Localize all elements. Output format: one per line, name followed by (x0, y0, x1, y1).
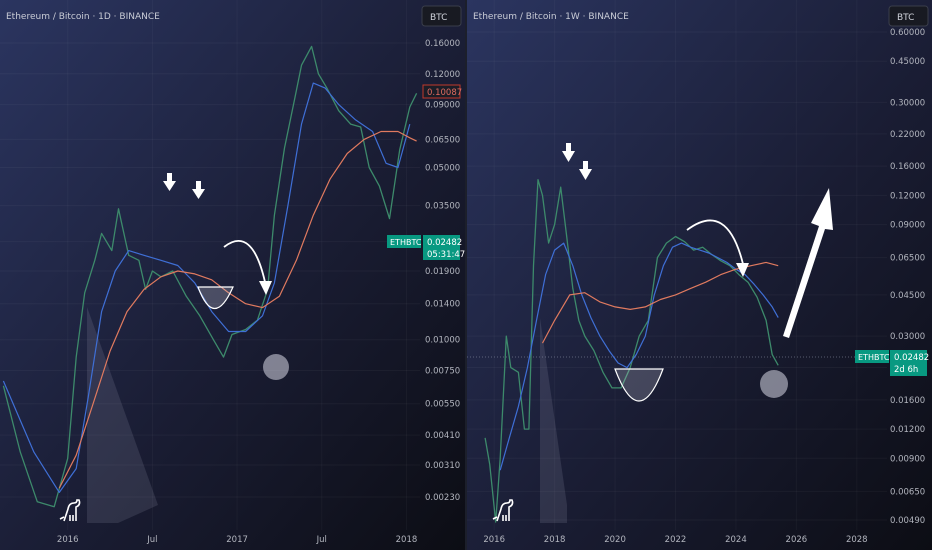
price-axis-tick: 0.16000 (425, 39, 460, 49)
time-axis-tick: 2020 (604, 535, 626, 545)
price-axis-tick: 0.03000 (890, 332, 925, 342)
symbol-label: ETHBTC (858, 353, 890, 362)
curved-arrow-head (736, 263, 749, 277)
top-arrow-1 (163, 173, 176, 191)
series-line-2 (499, 242, 779, 471)
chart-panel-weekly[interactable]: Ethereum / Bitcoin · 1W · BINANCE 0.6000… (467, 0, 932, 550)
currency-button-label: BTC (897, 13, 914, 23)
series-line-3 (58, 130, 417, 489)
price-axis-tick: 0.01200 (890, 425, 925, 435)
curved-arrow-head (259, 281, 272, 295)
curved-arrow (686, 219, 744, 265)
bottom-circle-marker (263, 354, 289, 380)
breakout-arrow (783, 188, 833, 338)
chart-title: Ethereum / Bitcoin · 1D · BINANCE (6, 12, 160, 22)
currency-button[interactable]: BTC (421, 5, 462, 27)
rounded-bottom-marker (614, 368, 664, 402)
price-axis-tick: 0.04500 (890, 291, 925, 301)
bar-countdown: 05:31:47 (427, 250, 465, 260)
bottom-circle-marker (760, 370, 788, 398)
chart-background (467, 0, 932, 550)
price-axis-tick: 0.01600 (890, 396, 925, 406)
time-axis-tick: 2016 (57, 535, 79, 545)
time-axis-tick: 2028 (846, 535, 868, 545)
price-axis-tick: 0.16000 (890, 162, 925, 172)
chart-canvas-weekly[interactable]: Ethereum / Bitcoin · 1W · BINANCE 0.6000… (467, 0, 932, 550)
series-line-1 (2, 45, 418, 508)
price-axis-tick: 0.22000 (890, 130, 925, 140)
time-axis-tick: 2018 (396, 535, 418, 545)
time-axis-tick: 2016 (483, 535, 505, 545)
price-axis-tick: 0.12000 (890, 191, 925, 201)
price-axis-tick: 0.00900 (890, 454, 925, 464)
time-axis-tick: 2018 (544, 535, 566, 545)
currency-button-label: BTC (430, 13, 447, 23)
price-label-value: 0.10087 (427, 88, 462, 98)
price-axis-tick: 0.00410 (425, 431, 460, 441)
price-axis-tick: 0.03500 (425, 202, 460, 212)
price-axis-tick: 0.12000 (425, 70, 460, 80)
price-axis-tick: 0.00490 (890, 516, 925, 526)
time-axis-tick: 2017 (226, 535, 248, 545)
price-axis-tick: 0.30000 (890, 98, 925, 108)
time-axis-tick: Jul (146, 535, 157, 545)
series-line-2 (2, 82, 411, 493)
top-arrow-2 (579, 161, 592, 180)
price-axis-tick: 0.06500 (890, 254, 925, 264)
price-axis-tick: 0.60000 (890, 28, 925, 38)
top-arrow-1 (562, 143, 575, 162)
price-axis-tick: 0.00650 (890, 487, 925, 497)
price-axis-tick: 0.00550 (425, 400, 460, 410)
panel-divider (465, 0, 467, 550)
downtrend-wedge (540, 318, 567, 523)
time-axis-tick: Jul (316, 535, 327, 545)
time-axis-tick: 2026 (786, 535, 808, 545)
chart-panel-daily[interactable]: Ethereum / Bitcoin · 1D · BINANCE 0.1600… (0, 0, 465, 550)
price-axis-tick: 0.01000 (425, 336, 460, 346)
tradingview-logo[interactable] (59, 499, 81, 522)
current-price-tag: ETHBTC 0.02482 2d 6h (855, 350, 929, 376)
current-price-tag: ETHBTC 0.02482 05:31:47 (387, 235, 465, 260)
time-axis-tick: 2022 (665, 535, 687, 545)
series-line-1 (484, 179, 779, 523)
price-axis-tick: 0.00230 (425, 493, 460, 503)
price-axis-tick: 0.45000 (890, 57, 925, 67)
rounded-bottom-marker (197, 286, 234, 309)
time-axis-tick: 2024 (725, 535, 747, 545)
price-label-tag: 0.10087 (422, 84, 462, 99)
price-axis-tick: 0.09000 (890, 221, 925, 231)
current-price-value: 0.02482 (894, 353, 929, 363)
symbol-label: ETHBTC (390, 238, 422, 247)
chart-canvas-daily[interactable]: Ethereum / Bitcoin · 1D · BINANCE 0.1600… (0, 0, 465, 550)
price-axis-tick: 0.01400 (425, 300, 460, 310)
tradingview-logo[interactable] (492, 499, 514, 522)
price-axis-tick: 0.09000 (425, 101, 460, 111)
currency-button[interactable]: BTC (888, 5, 929, 27)
price-axis-tick: 0.00310 (425, 461, 460, 471)
downtrend-wedge (87, 307, 158, 523)
price-axis-tick: 0.05000 (425, 163, 460, 173)
curved-arrow (223, 240, 266, 283)
current-price-value: 0.02482 (427, 238, 462, 248)
price-axis-tick: 0.06500 (425, 135, 460, 145)
top-arrow-2 (192, 181, 205, 199)
price-axis-tick: 0.00750 (425, 367, 460, 377)
chart-title: Ethereum / Bitcoin · 1W · BINANCE (473, 12, 629, 22)
bar-countdown: 2d 6h (894, 365, 918, 375)
price-axis-tick: 0.01900 (425, 267, 460, 277)
